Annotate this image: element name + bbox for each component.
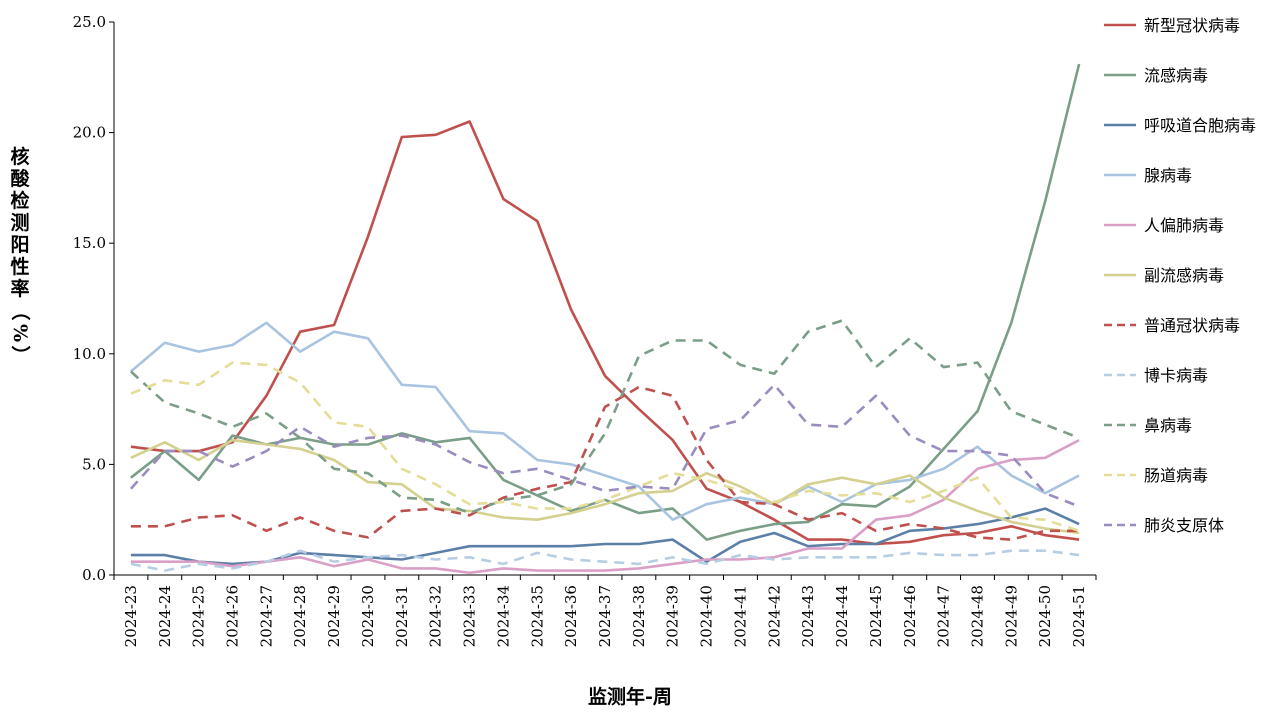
axes: 0.0 5.0 10.0 15.0 20.0 25.0 2024-23 2024-24 2024…: [73, 13, 1097, 647]
x-tick-label: 2024-43: [799, 585, 817, 647]
legend-label-10: 肺炎支原体: [1144, 516, 1224, 535]
y-axis-title-char: （: [9, 301, 32, 320]
x-tick-label: 2024-46: [901, 585, 919, 647]
x-tick-label: 2024-39: [664, 585, 682, 647]
legend-label-5: 副流感病毒: [1144, 266, 1224, 285]
y-axis-title-char: ）: [9, 345, 32, 364]
y-tick-label: 25.0: [73, 13, 106, 31]
x-tick-label: 2024-40: [698, 585, 716, 647]
x-tick-label: 2024-37: [596, 585, 614, 647]
x-tick-label: 2024-33: [461, 585, 479, 647]
y-tick-label: 5.0: [82, 455, 106, 473]
y-tick-label: 20.0: [73, 124, 106, 142]
x-tick-label: 2024-42: [765, 585, 783, 647]
series-layer: [129, 63, 1081, 575]
series-line-1: [130, 63, 1081, 541]
legend-label-1: 流感病毒: [1144, 66, 1208, 85]
legend: 新型冠状病毒流感病毒呼吸道合胞病毒腺病毒人偏肺病毒副流感病毒普通冠状病毒博卡病毒…: [1104, 16, 1256, 535]
legend-label-4: 人偏肺病毒: [1144, 216, 1224, 235]
series-line-3: [130, 321, 1080, 522]
y-axis-title-char: 率: [10, 277, 29, 300]
y-axis-title-char: %: [9, 324, 31, 342]
legend-label-6: 普通冠状病毒: [1144, 316, 1240, 335]
y-axis-title-char: 测: [10, 212, 29, 234]
x-tick-label: 2024-30: [359, 585, 377, 647]
y-axis-title-char: 阳: [10, 234, 29, 256]
x-tick-label: 2024-34: [494, 585, 512, 647]
x-tick-label: 2024-48: [968, 585, 986, 647]
x-tick-label: 2024-35: [528, 585, 546, 647]
series-line-2: [130, 507, 1080, 566]
x-tick-label: 2024-49: [1002, 585, 1020, 647]
x-tick-label: 2024-44: [833, 585, 851, 647]
x-tick-label: 2024-27: [257, 585, 275, 647]
x-tick-label: 2024-28: [291, 585, 309, 647]
x-tick-label: 2024-51: [1070, 585, 1088, 647]
legend-label-7: 博卡病毒: [1144, 366, 1208, 385]
x-tick-label: 2024-50: [1036, 585, 1054, 647]
x-tick-label: 2024-45: [867, 585, 885, 647]
x-tick-label: 2024-24: [156, 585, 174, 647]
x-tick-label: 2024-31: [393, 585, 411, 647]
legend-label-9: 肠道病毒: [1144, 466, 1208, 485]
legend-label-8: 鼻病毒: [1144, 416, 1192, 435]
x-tick-label: 2024-41: [731, 585, 749, 647]
y-axis-title-char: 核: [10, 145, 29, 168]
x-tick-label: 2024-38: [630, 585, 648, 647]
series-line-4: [130, 438, 1080, 575]
y-axis-title-char: 性: [10, 255, 29, 278]
legend-label-2: 呼吸道合胞病毒: [1144, 116, 1256, 135]
series-line-5: [130, 438, 1080, 535]
series-line-7: [130, 549, 1080, 572]
legend-label-3: 腺病毒: [1144, 166, 1192, 185]
x-tick-label: 2024-23: [122, 585, 140, 647]
y-axis-title-char: 检: [10, 189, 29, 212]
series-line-8: [130, 319, 1080, 515]
x-tick-label: 2024-29: [325, 585, 343, 647]
series-line-0: [130, 120, 1080, 546]
y-tick-label: 0.0: [82, 566, 106, 584]
x-tick-label: 2024-36: [562, 585, 580, 647]
x-tick-label: 2024-26: [224, 585, 242, 647]
x-tick-label: 2024-47: [935, 585, 953, 647]
y-tick-label: 15.0: [73, 234, 106, 252]
legend-label-0: 新型冠状病毒: [1144, 16, 1240, 35]
y-tick-label: 10.0: [73, 345, 106, 363]
x-tick-label: 2024-32: [427, 585, 445, 647]
series-line-10: [129, 383, 1080, 508]
series-line-9: [130, 361, 1080, 533]
x-tick-label: 2024-25: [190, 585, 208, 647]
y-axis-title-char: 酸: [10, 167, 30, 190]
series-line-6: [130, 385, 1080, 541]
x-axis-title: 监测年-周: [588, 685, 672, 708]
